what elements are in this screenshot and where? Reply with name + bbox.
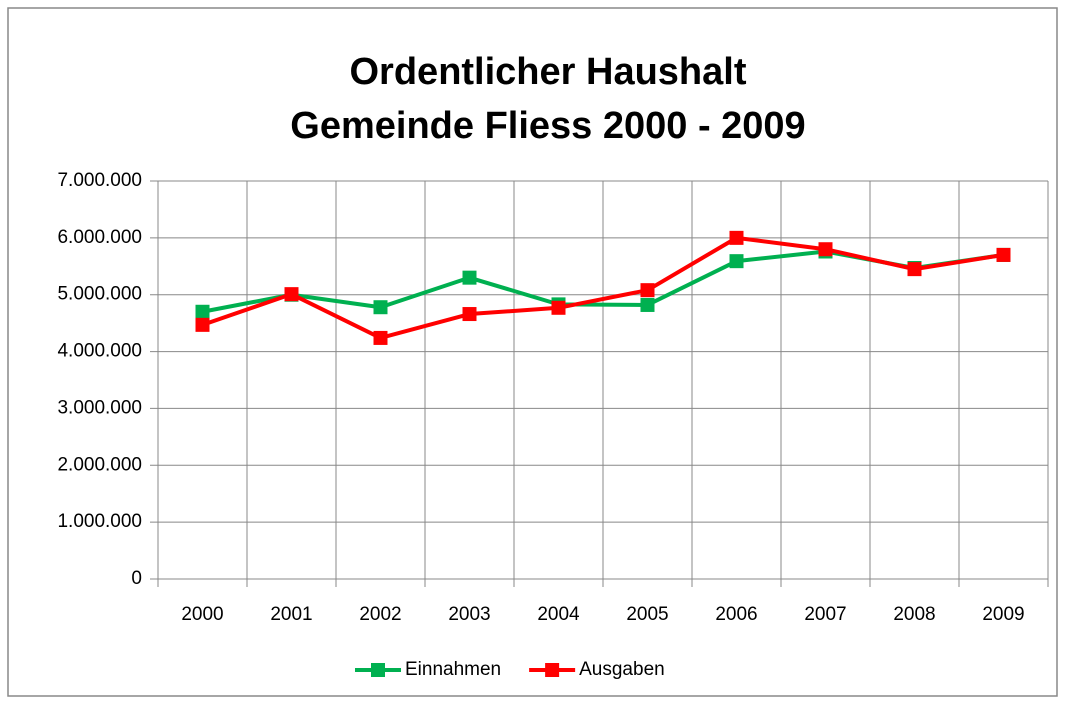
y-tick-label: 0 [131,568,142,589]
data-marker [195,304,210,319]
x-tick-label: 2003 [448,604,490,625]
data-marker [729,230,744,245]
chart-title: Gemeinde Fliess 2000 - 2009 [290,105,805,147]
y-tick-label: 4.000.000 [57,341,142,362]
data-marker [284,287,299,302]
y-tick-label: 7.000.000 [57,170,142,191]
data-marker [462,270,477,285]
y-tick-label: 5.000.000 [57,284,142,305]
x-tick-label: 2002 [359,604,401,625]
legend-marker [545,663,560,677]
data-marker [729,254,744,269]
x-tick-label: 2006 [715,604,757,625]
x-tick-label: 2005 [626,604,668,625]
x-tick-label: 2007 [804,604,846,625]
x-tick-label: 2001 [270,604,312,625]
series-line [201,235,1004,340]
y-tick-label: 3.000.000 [57,397,142,418]
data-marker [907,262,922,277]
data-marker [462,307,477,322]
y-tick-label: 1.000.000 [57,511,142,532]
x-tick-label: 2008 [893,604,935,625]
chart-title: Ordentlicher Haushalt [350,51,747,93]
x-tick-label: 2009 [982,604,1024,625]
legend-marker [371,663,385,677]
data-marker [996,247,1011,262]
y-tick-label: 2.000.000 [57,454,142,475]
y-tick-label: 6.000.000 [57,227,142,248]
legend-label: Einnahmen [405,659,501,680]
data-marker [373,300,388,315]
data-marker [640,297,655,312]
legend-label: Ausgaben [579,659,665,680]
x-tick-label: 2000 [181,604,223,625]
data-marker [640,283,655,298]
x-tick-label: 2004 [537,604,580,625]
data-marker [818,242,833,257]
data-marker [551,300,566,315]
data-marker [373,330,388,345]
data-marker [195,317,210,332]
